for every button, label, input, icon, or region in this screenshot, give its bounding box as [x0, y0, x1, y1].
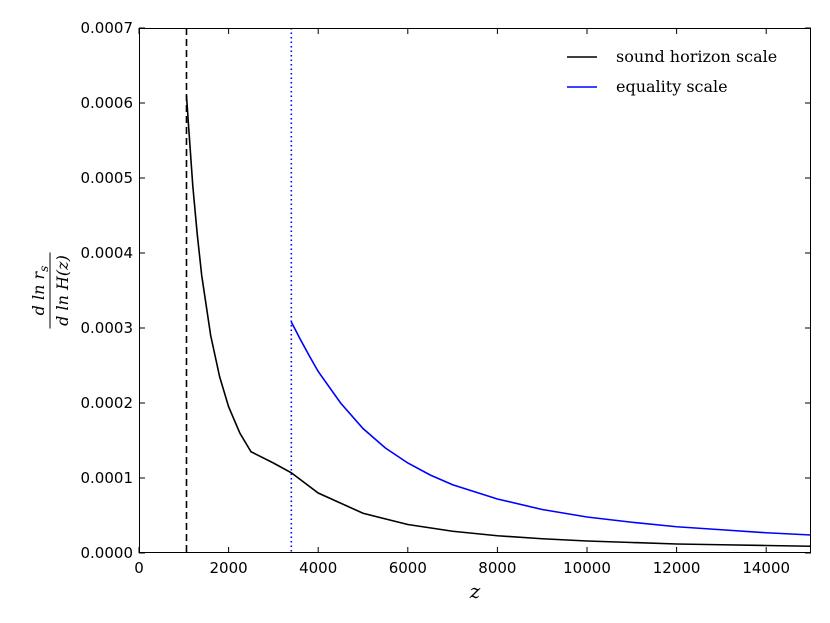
y-tick-label: 0.0004 [81, 244, 134, 262]
series-line-equality [290, 321, 811, 536]
legend: sound horizon scale equality scale [567, 47, 777, 96]
y-tick-label: 0.0007 [81, 19, 134, 37]
x-tick-label: 8000 [478, 559, 516, 577]
x-tick-label: 12000 [653, 559, 701, 577]
legend-label: sound horizon scale [616, 47, 777, 66]
plot-frame [139, 28, 811, 553]
x-tick-label: 4000 [299, 559, 337, 577]
y-tick-label: 0.0005 [81, 169, 134, 187]
tick-labels: 0 2000 4000 6000 8000 10000 12000 14000 0.0000 0.… [81, 19, 791, 577]
y-tick-label: 0.0006 [81, 94, 134, 112]
plot-area [185, 28, 811, 553]
x-tick-label: 0 [134, 559, 144, 577]
x-tick-label: 10000 [563, 559, 611, 577]
x-tick-label: 2000 [210, 559, 248, 577]
legend-label: equality scale [616, 77, 728, 96]
x-tick-label: 14000 [742, 559, 790, 577]
axis-ticks [138, 27, 811, 554]
y-tick-label: 0.0000 [81, 544, 134, 562]
y-axis-label: d ln rs d ln H(z) [29, 252, 72, 329]
series-line-sound-horizon [185, 95, 811, 548]
y-axis-label-numerator-text: d ln r [29, 270, 48, 315]
x-axis-label: z [469, 579, 481, 603]
y-axis-label-subscript: s [37, 266, 51, 272]
y-tick-label: 0.0002 [81, 394, 134, 412]
y-axis-label-numerator: d ln rs [29, 266, 51, 316]
y-axis-label-denominator: d ln H(z) [53, 255, 72, 326]
y-tick-label: 0.0003 [81, 319, 134, 337]
y-tick-label: 0.0001 [81, 469, 134, 487]
x-tick-label: 6000 [389, 559, 427, 577]
